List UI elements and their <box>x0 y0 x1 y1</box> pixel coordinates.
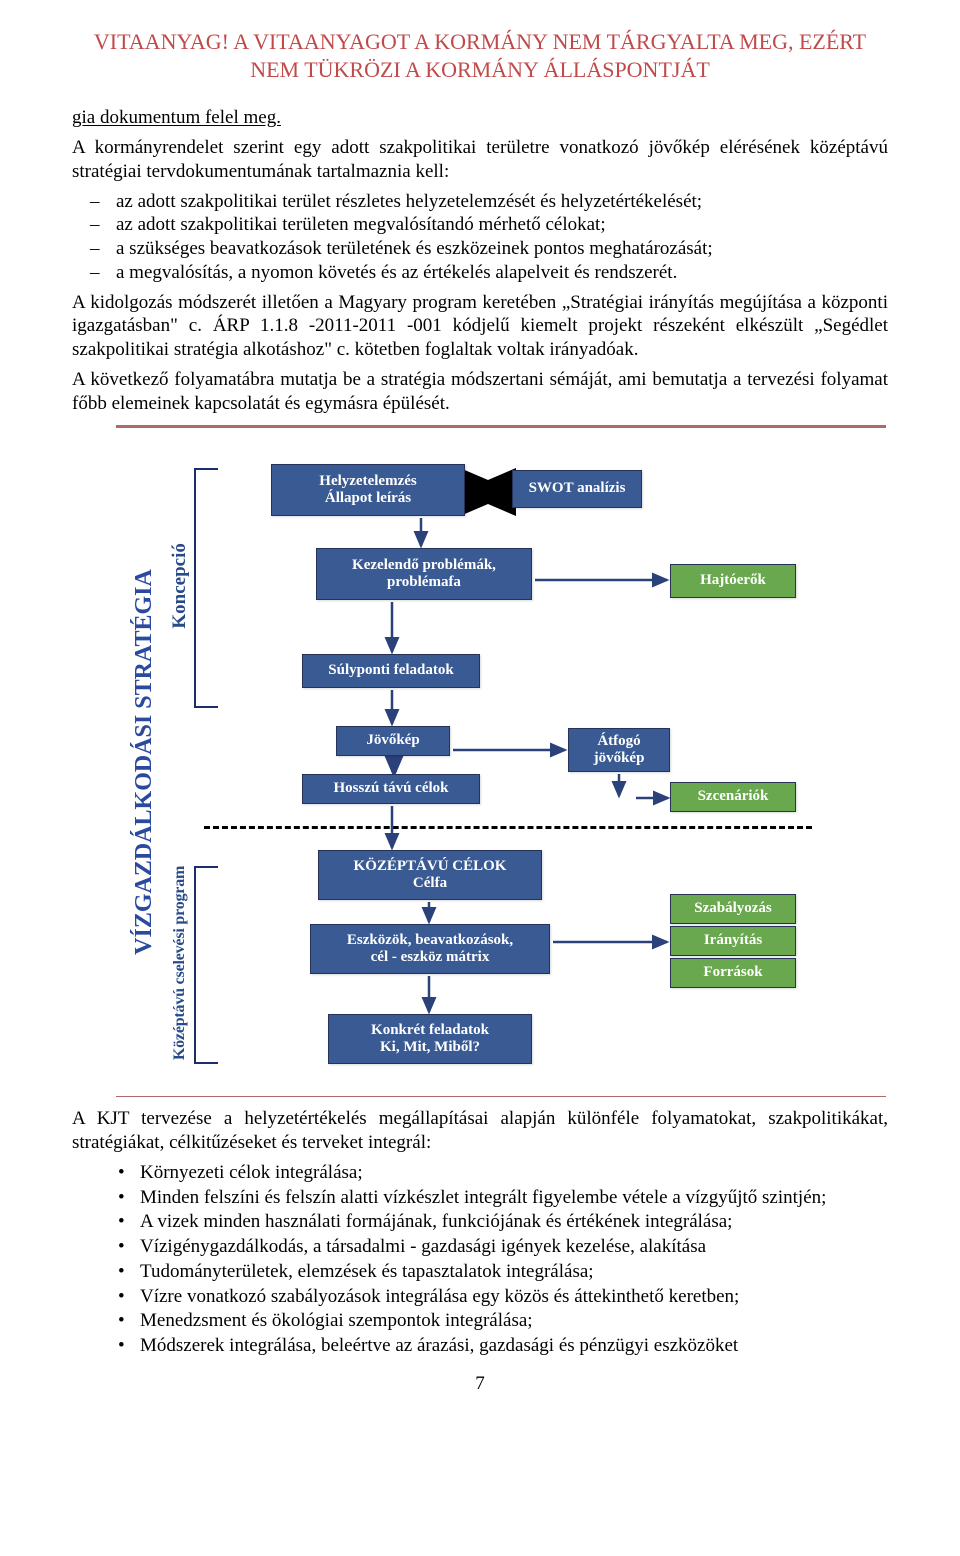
bullet-item: A vizek minden használati formájának, fu… <box>140 1210 888 1234</box>
flow-node-n15: Konkrét feladatokKi, Mit, Miből? <box>328 1014 532 1064</box>
flow-node-n9: Szcenáriók <box>670 782 796 812</box>
bullet-item: Vízre vonatkozó szabályozások integrálás… <box>140 1285 888 1309</box>
flow-node-n3: Kezelendő problémák,problémafa <box>316 548 532 600</box>
header-line2: NEM TÜKRÖZI A KORMÁNY ÁLLÁSPONTJÁT <box>72 56 888 84</box>
flow-node-n12: Irányítás <box>670 926 796 956</box>
flow-node-n1: HelyzetelemzésÁllapot leírás <box>271 464 465 516</box>
flow-node-n4: Hajtóerők <box>670 564 796 598</box>
dash-item: az adott szakpolitikai területen megvaló… <box>116 213 888 237</box>
bullet-item: Tudományterületek, elemzések és tapaszta… <box>140 1260 888 1284</box>
flow-node-n13: Források <box>670 958 796 988</box>
diagram-container: VÍZGAZDÁLKODÁSI STRATÉGIA Koncepció Közé… <box>116 425 886 1097</box>
flow-node-n10: KÖZÉPTÁVÚ CÉLOKCélfa <box>318 850 542 900</box>
flow-node-n7: Átfogójövőkép <box>568 728 670 772</box>
flow-node-n2: SWOT analízis <box>512 470 642 508</box>
bullet-item: Vízigénygazdálkodás, a társadalmi - gazd… <box>140 1235 888 1259</box>
flow-node-n14: Eszközök, beavatkozások,cél - eszköz mát… <box>310 924 550 974</box>
paragraph-kjt-intro: A KJT tervezése a helyzetértékelés megál… <box>72 1107 888 1155</box>
dash-list: az adott szakpolitikai terület részletes… <box>72 190 888 285</box>
header-warning: VITAANYAG! A VITAANYAGOT A KORMÁNY NEM T… <box>72 28 888 84</box>
paragraph-first-fragment: gia dokumentum felel meg. <box>72 106 888 130</box>
paragraph-flowchart-intro: A következő folyamatábra mutatja be a st… <box>72 368 888 416</box>
bullet-item: Minden felszíni és felszín alatti vízkés… <box>140 1186 888 1210</box>
bullet-list: Környezeti célok integrálása; Minden fel… <box>72 1161 888 1358</box>
arrow-layer <box>116 428 886 1096</box>
bullet-item: Módszerek integrálása, beleértve az áraz… <box>140 1334 888 1358</box>
flowchart: VÍZGAZDÁLKODÁSI STRATÉGIA Koncepció Közé… <box>116 428 886 1096</box>
flow-node-n5: Súlyponti feladatok <box>302 654 480 688</box>
bullet-item: Menedzsment és ökológiai szempontok inte… <box>140 1309 888 1333</box>
flow-node-n8: Hosszú távú célok <box>302 774 480 804</box>
paragraph-method: A kidolgozás módszerét illetően a Magyar… <box>72 291 888 362</box>
flow-node-n6: Jövőkép <box>336 726 450 756</box>
page-number: 7 <box>72 1372 888 1396</box>
paragraph-intro: A kormányrendelet szerint egy adott szak… <box>72 136 888 184</box>
bullet-item: Környezeti célok integrálása; <box>140 1161 888 1185</box>
flow-node-n11: Szabályozás <box>670 894 796 924</box>
dash-item: az adott szakpolitikai terület részletes… <box>116 190 888 214</box>
dash-item: a megvalósítás, a nyomon követés és az é… <box>116 261 888 285</box>
header-line1: VITAANYAG! A VITAANYAGOT A KORMÁNY NEM T… <box>94 29 866 54</box>
dash-item: a szükséges beavatkozások területének és… <box>116 237 888 261</box>
